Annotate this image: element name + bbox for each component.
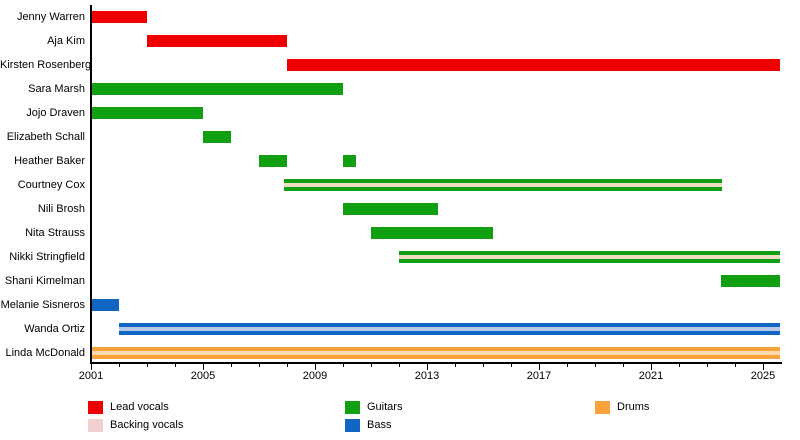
timeline-bar [91, 82, 343, 95]
timeline-bar [91, 347, 781, 360]
timeline-bar [147, 34, 287, 47]
member-label: Nita Strauss [25, 226, 85, 239]
x-tick-minor [371, 364, 372, 367]
timeline-bar [91, 106, 203, 119]
member-label: Linda McDonald [5, 347, 86, 360]
timeline-bar [284, 178, 723, 191]
member-label: Nikki Stringfield [9, 251, 85, 263]
member-label: Nili Brosh [37, 202, 85, 215]
x-tick-minor [399, 364, 400, 367]
x-tick-major [539, 364, 540, 370]
x-tick-minor [147, 364, 148, 367]
x-tick-minor [679, 364, 680, 367]
legend-label: Backing vocals [110, 419, 184, 431]
timeline-bar [287, 58, 781, 71]
member-label: Wanda Ortiz [24, 323, 85, 336]
x-tick-major [91, 364, 92, 370]
member-label: Heather Baker [14, 154, 85, 167]
timeline-bar [399, 251, 781, 263]
x-tick-minor [483, 364, 484, 367]
member-label: Sara Marsh [28, 82, 85, 95]
timeline-bar [203, 130, 231, 143]
x-tick-major [315, 364, 316, 370]
x-tick-minor [259, 364, 260, 367]
x-tick-label: 2001 [78, 370, 104, 382]
member-label: Kirsten Rosenberg [0, 58, 92, 71]
x-tick-minor [623, 364, 624, 367]
x-tick-minor [175, 364, 176, 367]
backing-vocals-stripe [91, 351, 781, 356]
x-tick-minor [343, 364, 344, 367]
member-label: Melanie Sisneros [0, 299, 85, 312]
member-label: Shani Kimelman [4, 275, 85, 288]
x-axis-line [90, 362, 782, 364]
x-tick-minor [119, 364, 120, 367]
legend-label: Drums [617, 401, 650, 413]
x-tick-minor [567, 364, 568, 367]
legend-swatch [595, 401, 610, 414]
member-label: Jojo Draven [26, 106, 85, 119]
x-tick-major [427, 364, 428, 370]
legend-label: Bass [367, 419, 392, 431]
timeline-bar [91, 299, 119, 312]
x-tick-major [651, 364, 652, 370]
x-tick-label: 2017 [526, 370, 552, 382]
member-label: Elizabeth Schall [6, 130, 85, 143]
timeline-bar [343, 202, 439, 215]
x-tick-minor [707, 364, 708, 367]
x-tick-major [763, 364, 764, 370]
backing-vocals-stripe [284, 182, 723, 187]
backing-vocals-stripe [399, 255, 781, 259]
x-tick-minor [735, 364, 736, 367]
legend-swatch [88, 419, 103, 432]
member-label: Aja Kim [47, 34, 85, 47]
timeline-bar [119, 323, 781, 336]
timeline-bar [721, 275, 781, 288]
member-label: Jenny Warren [16, 10, 85, 23]
backing-vocals-stripe [119, 327, 781, 332]
timeline-bar [371, 226, 493, 239]
x-tick-label: 2021 [638, 370, 664, 382]
timeline-bar [259, 154, 287, 167]
timeline-bar [91, 10, 147, 23]
x-tick-minor [455, 364, 456, 367]
y-axis-line [90, 5, 92, 362]
x-tick-major [203, 364, 204, 370]
x-tick-label: 2005 [190, 370, 216, 382]
x-tick-minor [511, 364, 512, 367]
x-tick-label: 2025 [750, 370, 776, 382]
legend-swatch [88, 401, 103, 414]
x-tick-minor [231, 364, 232, 367]
legend-label: Lead vocals [110, 401, 169, 413]
x-tick-label: 2009 [302, 370, 328, 382]
x-tick-minor [595, 364, 596, 367]
legend-swatch [345, 401, 360, 414]
legend-label: Guitars [367, 401, 403, 413]
member-label: Courtney Cox [17, 178, 85, 191]
legend-swatch [345, 419, 360, 432]
x-tick-minor [287, 364, 288, 367]
x-tick-label: 2013 [414, 370, 440, 382]
timeline-bar [343, 154, 356, 167]
